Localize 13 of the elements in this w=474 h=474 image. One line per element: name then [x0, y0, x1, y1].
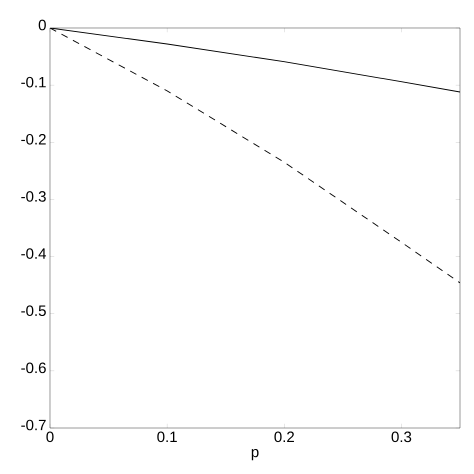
y-tick-label: -0.3 — [21, 191, 46, 202]
y-tick-label: -0.7 — [21, 420, 46, 430]
y-tick-label: -0.6 — [21, 362, 46, 374]
y-tick-label: -0.1 — [21, 76, 46, 88]
x-tick-label: 0.1 — [157, 432, 177, 442]
y-tick-label: -0.5 — [21, 305, 46, 316]
x-tick-label: 0.3 — [392, 432, 412, 442]
y-tick-label: -0.2 — [21, 134, 46, 145]
x-tick-label: 0 — [46, 432, 54, 442]
x-axis-title: p — [252, 449, 259, 460]
y-tick-label: 0 — [38, 20, 46, 30]
x-tick-label: 0.2 — [274, 432, 294, 442]
y-tick-label: -0.4 — [21, 248, 46, 259]
